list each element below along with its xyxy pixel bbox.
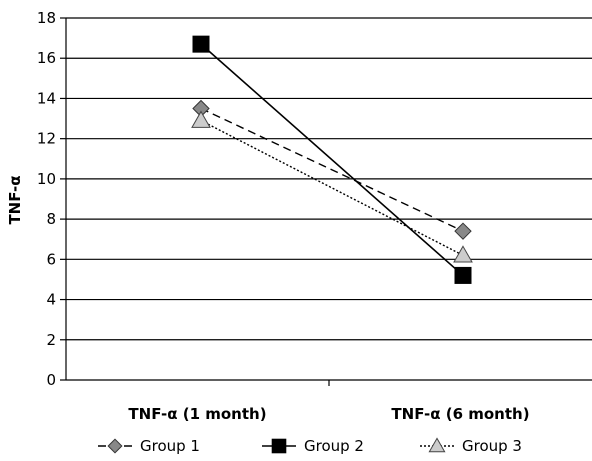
- y-tick-label: 4: [46, 291, 56, 309]
- data-point: [191, 110, 211, 128]
- y-tick-label: 16: [37, 49, 56, 67]
- series-line: [200, 107, 464, 232]
- legend-label: Group 1: [140, 437, 200, 455]
- series-3: [191, 110, 473, 263]
- y-tick-label: 8: [46, 210, 56, 228]
- y-tick-label: 10: [37, 170, 56, 188]
- data-point: [453, 245, 473, 263]
- y-tick-label: 14: [37, 89, 56, 107]
- y-tick-label: 12: [37, 130, 56, 148]
- series-1: [192, 99, 472, 240]
- data-point: [454, 222, 472, 240]
- legend-item-1: Group 1: [98, 437, 200, 455]
- legend-marker: [428, 437, 446, 453]
- x-category-label: TNF-α (1 month): [128, 405, 266, 423]
- x-category-label: TNF-α (6 month): [391, 405, 529, 423]
- legend-item-3: Group 3: [420, 437, 522, 455]
- legend: Group 1 Group 2 Group 3: [98, 437, 522, 455]
- legend-label: Group 2: [304, 437, 364, 455]
- legend-label: Group 3: [462, 437, 522, 455]
- data-point: [454, 266, 472, 284]
- series-2: [192, 35, 472, 284]
- y-axis-title: TNF-α: [6, 175, 24, 224]
- y-tick-label: 18: [37, 9, 56, 27]
- series: [191, 35, 473, 284]
- legend-marker: [271, 438, 287, 454]
- axes: [60, 17, 592, 386]
- y-tick-label: 6: [46, 250, 56, 268]
- legend-marker: [107, 438, 123, 454]
- grid: [66, 17, 592, 341]
- y-tick-label: 0: [46, 371, 56, 389]
- series-line: [200, 43, 464, 277]
- legend-item-2: Group 2: [262, 437, 364, 455]
- y-tick-label: 2: [46, 331, 56, 349]
- data-point: [192, 35, 210, 53]
- labels: 0 2 4 6 8 10 12 14 16 18 TNF-α (1 month) TNF-α (6 m…: [37, 9, 530, 423]
- series-line: [200, 119, 464, 256]
